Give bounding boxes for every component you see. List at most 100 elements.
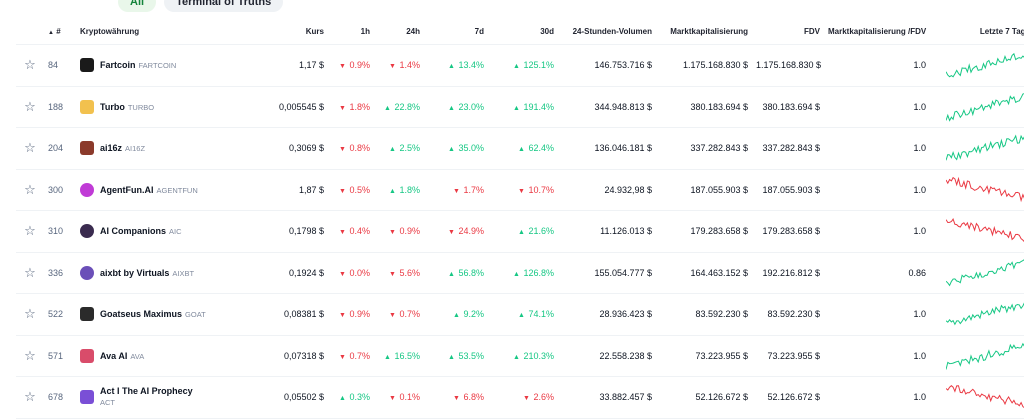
favorite-star-icon[interactable]: ☆ (16, 335, 44, 377)
price-cell: 1,87 $ (256, 169, 328, 211)
coin-cell[interactable]: Goatseus Maximus GOAT (76, 293, 256, 336)
header-fdv[interactable]: FDV (752, 18, 824, 45)
table-row[interactable]: ☆ 522 Goatseus Maximus GOAT 0,08381 $ ▼ 0.9% ▼… (16, 293, 1024, 336)
change-h24-cell: ▼ 5.6% (374, 252, 424, 294)
favorite-star-icon[interactable]: ☆ (16, 86, 44, 128)
table-row[interactable]: ☆ 188 Turbo TURBO 0,005545 $ ▼ 1.8% ▲ 22.8% ▲ 2… (16, 86, 1024, 128)
header-last-7-days: Letzte 7 Tage (930, 18, 1024, 45)
change-h24-cell: ▲ 1.8% (374, 169, 424, 211)
caret-down-icon: ▼ (339, 229, 346, 237)
favorite-star-icon[interactable]: ☆ (16, 127, 44, 170)
coin-symbol: AI16Z (125, 144, 146, 154)
fdv-cell: 1.175.168.830 $ (752, 44, 824, 87)
fdv-cell: 83.592.230 $ (752, 293, 824, 336)
coin-logo-icon (80, 99, 94, 114)
market-cap-cell: 52.126.672 $ (656, 376, 752, 419)
sparkline-cell[interactable] (930, 127, 1024, 170)
caret-up-icon: ▲ (389, 187, 396, 195)
sparkline-cell[interactable] (930, 44, 1024, 87)
coin-cell[interactable]: Act I The AI Prophecy ACT (76, 376, 256, 419)
coin-cell[interactable]: aixbt by Virtuals AIXBT (76, 252, 256, 294)
caret-down-icon: ▼ (339, 63, 346, 71)
coin-cell[interactable]: AI Companions AIC (76, 210, 256, 253)
volume-cell: 155.054.777 $ (558, 252, 656, 294)
coin-logo-icon (80, 265, 94, 280)
market-cap-cell: 380.183.694 $ (656, 86, 752, 128)
caret-down-icon: ▼ (389, 270, 396, 278)
favorite-star-icon[interactable]: ☆ (16, 252, 44, 294)
header-price[interactable]: Kurs (256, 18, 328, 45)
change-h1-cell: ▼ 0.5% (328, 169, 374, 211)
favorite-star-icon[interactable]: ☆ (16, 376, 44, 419)
sparkline-line (946, 302, 1024, 326)
price-cell: 0,08381 $ (256, 293, 328, 336)
table-row[interactable]: ☆ 571 Ava AI AVA 0,07318 $ ▼ 0.7% ▲ 16.5% ▲ 53.… (16, 335, 1024, 377)
table-row[interactable]: ☆ 678 Act I The AI Prophecy ACT 0,05502 $ ▲ 0… (16, 376, 1024, 419)
coin-cell[interactable]: AgentFun.AI AGENTFUN (76, 169, 256, 211)
coin-name: Turbo (100, 101, 125, 112)
header-24h[interactable]: 24h (374, 18, 424, 45)
header-mcap-fdv[interactable]: Marktkapitalisierung /FDV (824, 18, 930, 45)
change-d7-cell: ▲ 53.5% (424, 335, 488, 377)
coin-cell[interactable]: Turbo TURBO (76, 86, 256, 128)
caret-down-icon: ▼ (453, 395, 460, 403)
change-d30-cell: ▲ 191.4% (488, 86, 558, 128)
favorite-star-icon[interactable]: ☆ (16, 169, 44, 211)
coin-symbol: AVA (130, 351, 145, 361)
mcap-fdv-ratio-cell: 1.0 (824, 169, 930, 211)
mcap-fdv-ratio-cell: 1.0 (824, 335, 930, 377)
coin-name: Act I The AI Prophecy (100, 386, 193, 397)
mcap-fdv-ratio-cell: 1.0 (824, 86, 930, 128)
fdv-cell: 52.126.672 $ (752, 376, 824, 419)
caret-down-icon: ▼ (448, 229, 455, 237)
coin-logo-icon (80, 58, 94, 73)
coin-cell[interactable]: Ava AI AVA (76, 335, 256, 377)
change-d7-cell: ▼ 6.8% (424, 376, 488, 419)
caret-up-icon: ▲ (518, 312, 525, 320)
crypto-table: ▲ # Kryptowährung Kurs 1h 24h 7d 30d 24-… (16, 18, 1024, 419)
header-name[interactable]: Kryptowährung (76, 18, 256, 45)
sparkline-cell[interactable] (930, 252, 1024, 294)
mcap-fdv-ratio-cell: 1.0 (824, 376, 930, 419)
header-volume[interactable]: 24-Stunden-Volumen (558, 18, 656, 45)
table-header-row: ▲ # Kryptowährung Kurs 1h 24h 7d 30d 24-… (16, 18, 1024, 45)
table-row[interactable]: ☆ 204 ai16z AI16Z 0,3069 $ ▼ 0.8% ▲ 2.5% ▲ 35.0… (16, 127, 1024, 170)
sparkline-cell[interactable] (930, 169, 1024, 211)
table-row[interactable]: ☆ 300 AgentFun.AI AGENTFUN 1,87 $ ▼ 0.5% ▲ 1.8… (16, 169, 1024, 211)
sparkline-cell[interactable] (930, 86, 1024, 128)
caret-down-icon: ▼ (389, 312, 396, 320)
sparkline-chart (946, 385, 1024, 409)
coin-name: Fartcoin (100, 60, 136, 71)
sparkline-cell[interactable] (930, 335, 1024, 377)
favorite-star-icon[interactable]: ☆ (16, 210, 44, 253)
price-cell: 0,3069 $ (256, 127, 328, 170)
favorite-star-icon[interactable]: ☆ (16, 293, 44, 336)
header-market-cap[interactable]: Marktkapitalisierung (656, 18, 752, 45)
table-row[interactable]: ☆ 310 AI Companions AIC 0,1798 $ ▼ 0.4% ▼ 0.9%… (16, 210, 1024, 253)
table-row[interactable]: ☆ 84 Fartcoin FARTCOIN 1,17 $ ▼ 0.9% ▼ 1.4% ▲ 1… (16, 44, 1024, 87)
filter-terminal-of-truths[interactable]: Terminal of Truths (164, 0, 284, 12)
coin-cell[interactable]: Fartcoin FARTCOIN (76, 44, 256, 87)
caret-down-icon: ▼ (339, 270, 346, 278)
sparkline-cell[interactable] (930, 376, 1024, 419)
caret-up-icon: ▲ (513, 63, 520, 71)
sparkline-cell[interactable] (930, 210, 1024, 253)
sparkline-chart (946, 92, 1024, 122)
volume-cell: 146.753.716 $ (558, 44, 656, 87)
price-cell: 0,05502 $ (256, 376, 328, 419)
volume-cell: 11.126.013 $ (558, 210, 656, 253)
sparkline-cell[interactable] (930, 293, 1024, 336)
mcap-fdv-ratio-cell: 1.0 (824, 44, 930, 87)
coin-cell[interactable]: ai16z AI16Z (76, 127, 256, 170)
header-1h[interactable]: 1h (328, 18, 374, 45)
fdv-cell: 380.183.694 $ (752, 86, 824, 128)
sparkline-line (946, 176, 1024, 202)
favorite-star-icon[interactable]: ☆ (16, 44, 44, 87)
rank-cell: 204 (44, 127, 76, 170)
table-row[interactable]: ☆ 336 aixbt by Virtuals AIXBT 0,1924 $ ▼ 0.0%… (16, 252, 1024, 294)
header-7d[interactable]: 7d (424, 18, 488, 45)
filter-all[interactable]: All (118, 0, 157, 12)
header-rank[interactable]: ▲ # (44, 18, 76, 45)
sparkline-chart (946, 134, 1024, 161)
header-30d[interactable]: 30d (488, 18, 558, 45)
